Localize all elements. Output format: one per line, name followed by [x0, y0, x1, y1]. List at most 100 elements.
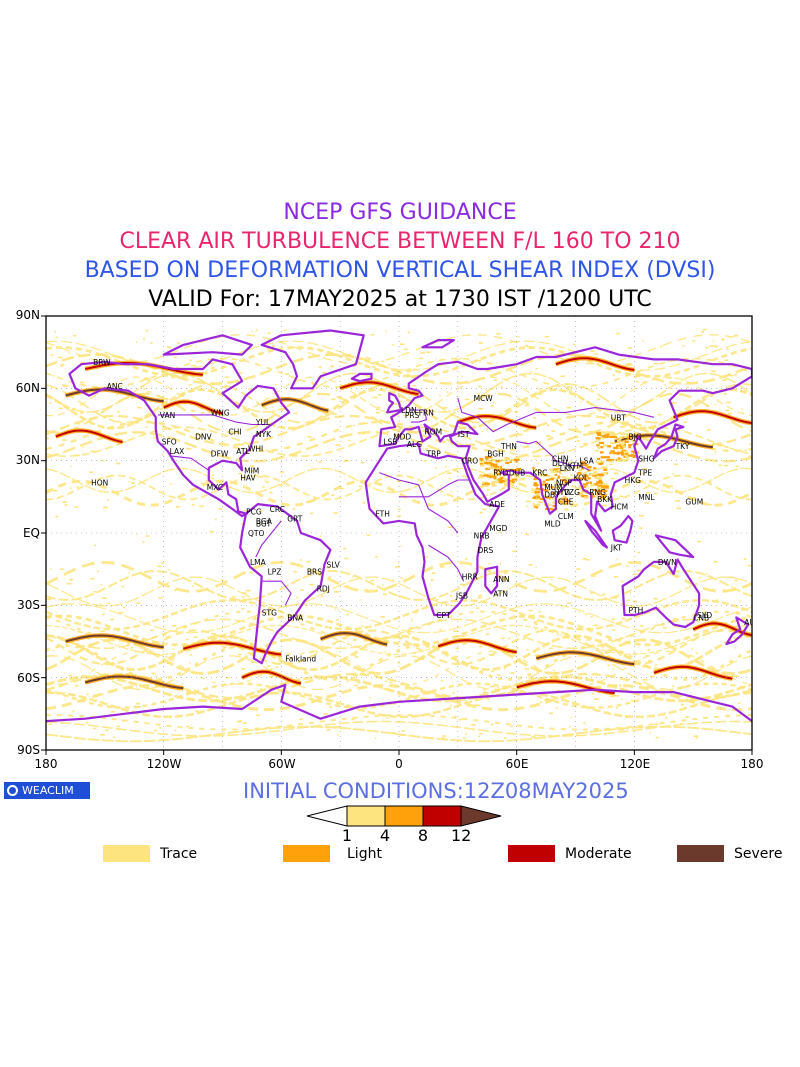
station-label: BRW — [93, 358, 111, 367]
coastline-south-america — [239, 503, 332, 665]
station-label: KOL — [574, 474, 589, 483]
station-label: VZG — [564, 488, 580, 497]
station-label: CLM — [558, 512, 574, 521]
station-label: KTM — [568, 462, 583, 471]
station-label: BJG — [629, 433, 642, 442]
station-label: CPT — [436, 611, 451, 620]
legend-swatch-moderate — [508, 845, 555, 862]
station-label: ANN — [493, 575, 509, 584]
station-label: DLH — [552, 459, 568, 468]
scale-left-arrow — [306, 805, 348, 827]
lon-label-0: 0 — [395, 757, 403, 771]
lon-label-180w: 180 — [34, 757, 58, 771]
station-label: FTH — [376, 510, 390, 519]
station-label: GRT — [287, 515, 302, 524]
station-label: MIM — [244, 466, 259, 475]
initial-conditions: INITIAL CONDITIONS:12Z08MAY2025 — [243, 779, 629, 803]
coastline-australia — [621, 558, 701, 629]
coastline-new-guinea — [654, 534, 695, 559]
station-label: MDD — [393, 433, 411, 442]
title-line-1: NCEP GFS GUIDANCE — [283, 200, 517, 225]
station-label: HAV — [240, 474, 256, 483]
coastline-greenland — [260, 329, 365, 390]
station-label: IST — [458, 430, 470, 439]
station-label: SFO — [162, 437, 177, 446]
coastline-svalbard — [421, 339, 455, 349]
border-line — [399, 479, 470, 498]
axis-ticks — [41, 315, 753, 755]
station-label: LAX — [170, 447, 185, 456]
border-line — [457, 397, 655, 433]
coastline-madagascar — [484, 565, 499, 595]
border-line — [428, 544, 465, 582]
lat-label-30n: 30N — [15, 453, 40, 467]
station-label: LPZ — [268, 568, 282, 577]
station-label: NGP — [556, 478, 572, 487]
station-label: ANC — [107, 382, 123, 391]
coastline-japan — [652, 423, 685, 460]
station-label: FRN — [419, 408, 434, 417]
station-label: CRO — [462, 457, 478, 466]
station-label: CHN — [552, 454, 569, 463]
station-label: CRC — [270, 505, 285, 514]
station-label: CHI — [228, 428, 241, 437]
station-label: BGH — [487, 449, 503, 458]
scale-label-1: 1 — [341, 826, 353, 845]
border-line — [261, 580, 292, 606]
station-label: DWN — [658, 558, 677, 567]
station-label: HYD — [554, 488, 570, 497]
station-label: ATN — [493, 589, 508, 598]
scale-label-4: 4 — [379, 826, 391, 845]
station-label: NYK — [256, 430, 272, 439]
station-label: MLD — [544, 519, 561, 528]
station-label: HRR — [462, 572, 478, 581]
station-label: MNL — [638, 493, 655, 502]
border-line — [516, 440, 590, 471]
station-label: MUM — [544, 483, 562, 492]
station-label: LMA — [250, 558, 267, 567]
lat-label-90n: 90N — [15, 308, 40, 322]
border-line — [255, 520, 282, 558]
station-label: BGA — [256, 517, 273, 526]
scale-label-8: 8 — [417, 826, 429, 845]
station-label: CNB — [693, 613, 709, 622]
station-label: GUM — [685, 498, 703, 507]
station-label: CHE — [558, 498, 574, 507]
scale-segment-trace — [346, 805, 386, 827]
legend-swatch-light — [283, 845, 330, 862]
coastline-antarctica — [46, 683, 752, 723]
station-label: DBT — [544, 490, 560, 499]
coastline-iceland — [350, 372, 373, 383]
station-label: UBT — [611, 413, 627, 422]
station-label: DRS — [478, 546, 494, 555]
station-label: BNA — [287, 613, 304, 622]
legend-label-severe: Severe — [734, 846, 783, 862]
coastline-eurasia — [378, 346, 752, 532]
station-label: VAN — [160, 411, 175, 420]
legend-swatch-severe — [677, 845, 724, 862]
scale-right-arrow — [460, 805, 502, 827]
station-label: WHI — [248, 445, 263, 454]
station-label: MCW — [474, 394, 494, 403]
station-label: DFW — [211, 449, 229, 458]
title-line-2: CLEAR AIR TURBULENCE BETWEEN F/L 160 TO … — [119, 229, 681, 254]
lon-label-60e: 60E — [505, 757, 529, 771]
station-label: DNV — [195, 433, 212, 442]
title-line-3: BASED ON DEFORMATION VERTICAL SHEAR INDE… — [84, 258, 716, 283]
station-label: RNG — [589, 488, 606, 497]
station-label: LDN — [401, 406, 417, 415]
station-label: HKG — [625, 476, 642, 485]
coastline-new-zealand — [725, 616, 750, 645]
station-label: BGT — [256, 519, 272, 528]
lon-label-120e: 120E — [619, 757, 651, 771]
lon-label-120w: 120W — [146, 757, 182, 771]
border-line — [169, 455, 210, 471]
logo-text: WEACLIM — [22, 784, 74, 797]
station-label: BRS — [307, 568, 322, 577]
station-label: RYD — [493, 469, 508, 478]
station-label: PCG — [246, 507, 262, 516]
station-label: RDJ — [317, 585, 330, 594]
scale-segment-light — [384, 805, 424, 827]
scale-label-12: 12 — [451, 826, 472, 845]
station-label: MGD — [489, 524, 507, 533]
